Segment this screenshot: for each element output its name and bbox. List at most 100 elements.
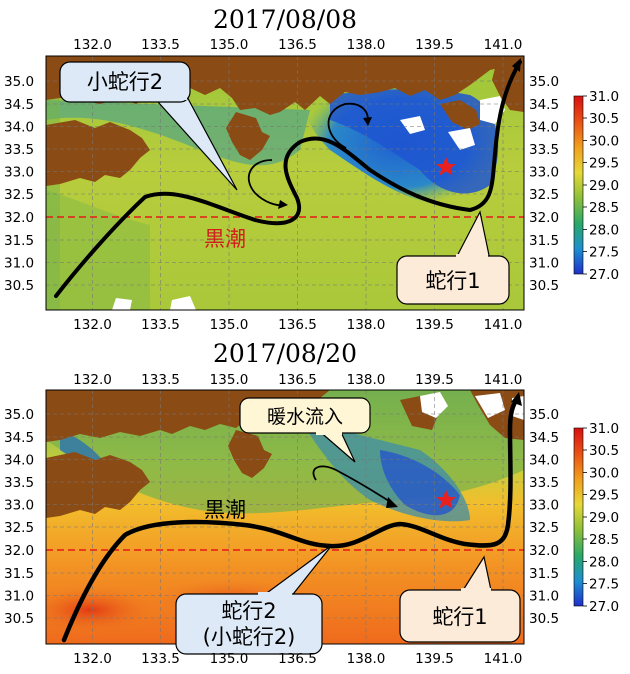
panel-1-star-marker (436, 157, 456, 176)
svg-text:34.5: 34.5 (529, 97, 559, 113)
svg-text:32.0: 32.0 (529, 210, 559, 226)
panel-1-eddy-arrow (247, 159, 284, 207)
svg-text:31.0: 31.0 (589, 421, 619, 437)
svg-text:32.0: 32.0 (529, 543, 559, 559)
panel-1-colorbar: 31.0 30.5 30.0 29.5 29.0 28.5 28.0 27.5 … (573, 89, 619, 283)
svg-text:28.5: 28.5 (589, 200, 619, 216)
svg-text:138.0: 138.0 (347, 317, 386, 333)
svg-text:27.0: 27.0 (589, 267, 619, 283)
svg-text:31.5: 31.5 (4, 566, 34, 582)
svg-text:133.5: 133.5 (141, 37, 180, 53)
svg-text:30.0: 30.0 (589, 134, 619, 150)
panel-1-eddy-arrow-2 (327, 102, 369, 149)
svg-text:33.5: 33.5 (4, 475, 34, 491)
svg-text:31.0: 31.0 (589, 89, 619, 105)
svg-text:蛇行2: 蛇行2 (221, 599, 276, 623)
panel-1: 2017/08/08 (4, 5, 619, 333)
svg-text:136.5: 136.5 (278, 651, 317, 667)
svg-text:27.0: 27.0 (589, 599, 619, 615)
panel-1-lon-ticks-bottom: 132.0 133.5 135.0 136.5 138.0 139.5 141.… (73, 317, 522, 333)
svg-text:135.0: 135.0 (210, 651, 249, 667)
svg-text:33.0: 33.0 (4, 165, 34, 181)
svg-text:34.5: 34.5 (4, 97, 34, 113)
svg-text:32.5: 32.5 (4, 520, 34, 536)
svg-text:31.5: 31.5 (4, 233, 34, 249)
svg-text:136.5: 136.5 (278, 37, 317, 53)
land-shikoku (46, 120, 150, 186)
svg-text:31.5: 31.5 (529, 566, 559, 582)
panel-2-lon-ticks-top: 132.0 133.5 135.0 136.5 138.0 139.5 141.… (73, 372, 522, 388)
svg-text:132.0: 132.0 (73, 372, 112, 388)
panel-2-callout-meander: 蛇行1 (399, 555, 521, 643)
svg-text:35.0: 35.0 (529, 74, 559, 90)
svg-text:133.5: 133.5 (141, 317, 180, 333)
svg-text:139.5: 139.5 (415, 372, 454, 388)
svg-text:29.0: 29.0 (589, 178, 619, 194)
panel-1-map: 黒潮 (46, 56, 524, 310)
panel-2-lon-ticks-bottom: 132.0 133.5 135.0 136.5 138.0 139.5 141.… (73, 651, 522, 667)
panel-2-star-marker (436, 490, 456, 509)
svg-text:34.5: 34.5 (4, 430, 34, 446)
svg-text:35.0: 35.0 (529, 407, 559, 423)
svg-text:34.0: 34.0 (529, 120, 559, 136)
svg-text:33.5: 33.5 (4, 142, 34, 158)
panel-1-callout-meander: 蛇行1 (396, 210, 510, 305)
svg-text:132.0: 132.0 (73, 317, 112, 333)
panel-1-kuroshio-label: 黒潮 (204, 227, 246, 251)
svg-text:141.0: 141.0 (484, 317, 523, 333)
svg-text:29.5: 29.5 (589, 488, 619, 504)
svg-text:34.0: 34.0 (529, 453, 559, 469)
svg-text:35.0: 35.0 (4, 407, 34, 423)
svg-text:139.5: 139.5 (415, 37, 454, 53)
svg-text:30.5: 30.5 (4, 611, 34, 627)
svg-text:32.5: 32.5 (529, 520, 559, 536)
svg-text:30.5: 30.5 (589, 111, 619, 127)
svg-text:141.0: 141.0 (484, 37, 523, 53)
panel-2-lat-ticks-right: 35.0 34.5 34.0 33.5 33.0 32.5 32.0 31.5 … (529, 407, 559, 627)
svg-text:132.0: 132.0 (73, 37, 112, 53)
panel-1-frame (45, 55, 525, 311)
svg-text:135.0: 135.0 (210, 317, 249, 333)
svg-text:139.5: 139.5 (415, 651, 454, 667)
svg-text:133.5: 133.5 (141, 651, 180, 667)
svg-text:32.5: 32.5 (4, 187, 34, 203)
svg-text:133.5: 133.5 (141, 372, 180, 388)
svg-text:30.5: 30.5 (4, 278, 34, 294)
panel-2-inflow-arrow (312, 465, 393, 504)
svg-text:28.0: 28.0 (589, 223, 619, 239)
svg-text:31.0: 31.0 (529, 256, 559, 272)
svg-text:32.0: 32.0 (4, 210, 34, 226)
panel-2-callout-meander2: 蛇行2 (小蛇行2) (175, 544, 333, 655)
svg-text:35.0: 35.0 (4, 74, 34, 90)
svg-text:29.0: 29.0 (589, 510, 619, 526)
svg-text:136.5: 136.5 (278, 317, 317, 333)
panel-2-arrowhead (511, 392, 522, 406)
svg-text:33.0: 33.0 (529, 165, 559, 181)
panel-2-lat-ticks-left: 35.0 34.5 34.0 33.5 33.0 32.5 32.0 31.5 … (4, 407, 34, 627)
svg-text:135.0: 135.0 (210, 372, 249, 388)
panel-1-lon-ticks-top: 132.0 133.5 135.0 136.5 138.0 139.5 141.… (73, 37, 522, 53)
svg-text:33.5: 33.5 (529, 475, 559, 491)
svg-text:132.0: 132.0 (73, 651, 112, 667)
svg-text:29.5: 29.5 (589, 156, 619, 172)
svg-text:34.0: 34.0 (4, 453, 34, 469)
svg-text:136.5: 136.5 (278, 372, 317, 388)
svg-text:暖水流入: 暖水流入 (267, 406, 343, 428)
svg-text:138.0: 138.0 (347, 372, 386, 388)
panel-1-lat-ticks-right: 35.0 34.5 34.0 33.5 33.0 32.5 32.0 31.5 … (529, 74, 559, 294)
svg-text:33.5: 33.5 (529, 142, 559, 158)
svg-text:蛇行1: 蛇行1 (432, 605, 487, 629)
land-kii (226, 112, 270, 160)
svg-text:33.0: 33.0 (4, 498, 34, 514)
panel-1-title: 2017/08/08 (213, 5, 357, 34)
svg-text:(小蛇行2): (小蛇行2) (203, 625, 296, 649)
land-izu (440, 100, 480, 130)
panel-2-colorbar: 31.0 30.5 30.0 29.5 29.0 28.5 28.0 27.5 … (573, 421, 619, 615)
panel-2-kuroshio-path (61, 395, 521, 643)
svg-text:30.5: 30.5 (529, 611, 559, 627)
svg-text:30.5: 30.5 (589, 443, 619, 459)
panel-1-callout-small-meander: 小蛇行2 (59, 61, 238, 191)
svg-text:32.0: 32.0 (4, 543, 34, 559)
svg-text:31.0: 31.0 (4, 256, 34, 272)
